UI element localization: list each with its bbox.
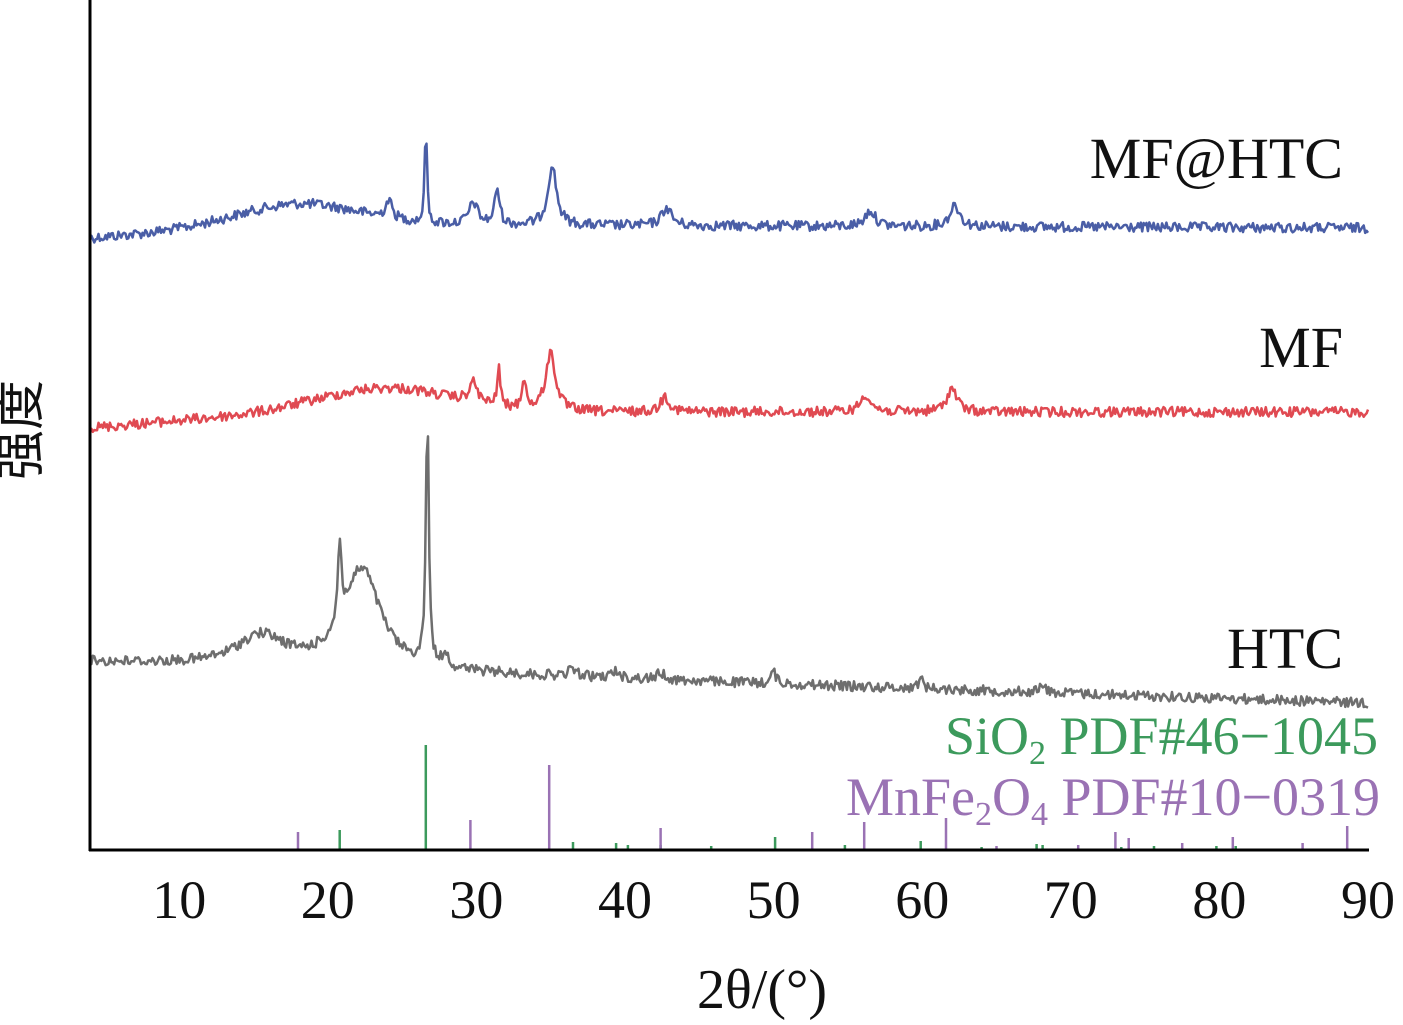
series-lines (88, 142, 1370, 709)
legend-sio2: SiO2 PDF#46−1045 (945, 706, 1378, 772)
series-label-htc: HTC (1227, 616, 1343, 681)
series-line-mf (88, 348, 1370, 434)
x-tick-label-60: 60 (895, 870, 949, 930)
x-axis-label: 2θ/(°) (697, 959, 827, 1021)
series-label-mf-htc: MF@HTC (1090, 126, 1343, 191)
x-tick-label-80: 80 (1192, 870, 1246, 930)
x-tick-label-90: 90 (1341, 870, 1395, 930)
y-axis-label: 强度 (0, 380, 49, 480)
x-tick-label-70: 70 (1044, 870, 1098, 930)
series-label-mf: MF (1259, 315, 1343, 380)
x-tick-label-50: 50 (747, 870, 801, 930)
x-tick-label-20: 20 (301, 870, 355, 930)
legend-mnfe2o4: MnFe2O4 PDF#10−0319 (846, 767, 1380, 833)
series-line-mf_htc (88, 142, 1370, 244)
x-ticks: 10 20 30 40 50 60 70 80 90 (152, 870, 1395, 930)
x-tick-label-10: 10 (152, 870, 206, 930)
series-line-htc (89, 435, 1369, 709)
x-tick-label-40: 40 (598, 870, 652, 930)
x-tick-label-30: 30 (449, 870, 503, 930)
